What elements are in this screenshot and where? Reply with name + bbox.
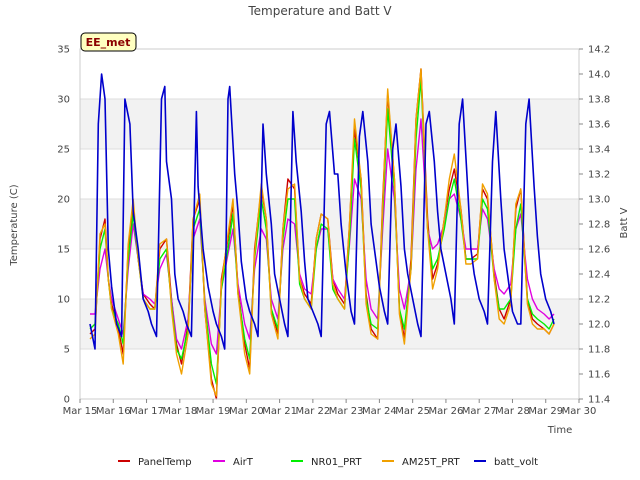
y-tick-label: 10 [57, 295, 70, 306]
site-label: EE_met [86, 36, 131, 49]
y-tick-label: 30 [57, 95, 70, 106]
series-line-am25t-prt [89, 68, 555, 397]
background-band [80, 99, 579, 149]
y-tick-label: 15 [57, 245, 70, 256]
series-layer [89, 68, 555, 400]
x-tick-label: Mar 24 [362, 406, 397, 417]
y2-tick-label: 12.8 [588, 220, 610, 231]
site-label-frame [80, 32, 137, 52]
background-band [80, 299, 579, 349]
x-tick-label: Mar 27 [462, 406, 497, 417]
site-label-box: EE_met [80, 32, 137, 52]
legend-label: PanelTemp [138, 457, 192, 468]
y2-axis-ticks: 11.4 11.6 11.8 12.0 12.2 12.4 12.6 12.8 13.0 13.2… [579, 45, 610, 406]
y2-tick-label: 12.6 [588, 245, 610, 256]
y-axis-title: Temperature (C) [9, 184, 20, 266]
x-axis-title: Time [547, 425, 572, 436]
y2-tick-label: 12.4 [588, 270, 610, 281]
x-tick-label: Mar 23 [329, 406, 364, 417]
x-tick-label: Mar 29 [528, 406, 563, 417]
x-tick-label: Mar 20 [229, 406, 264, 417]
y2-axis-title: Batt V [619, 207, 630, 238]
y2-tick-label: 11.8 [588, 345, 610, 356]
legend-item: NR01_PRT [291, 457, 362, 468]
legend-item: batt_volt [474, 457, 538, 468]
legend-label: batt_volt [494, 457, 538, 468]
y2-tick-label: 12.0 [588, 320, 610, 331]
chart-title: Temperature and Batt V [247, 4, 392, 18]
legend-item: PanelTemp [118, 457, 192, 468]
y-tick-label: 0 [64, 395, 70, 406]
y-tick-label: 5 [64, 345, 70, 356]
x-tick-label: Mar 26 [429, 406, 464, 417]
y-tick-label: 25 [57, 145, 70, 156]
y2-tick-label: 13.2 [588, 170, 610, 181]
legend-item: AM25T_PRT [382, 457, 461, 468]
y2-tick-label: 13.0 [588, 195, 610, 206]
y2-tick-label: 12.2 [588, 295, 610, 306]
background-bands [80, 49, 579, 399]
y-tick-label: 35 [57, 45, 70, 56]
y2-tick-label: 11.4 [588, 395, 610, 406]
x-tick-label: Mar 30 [562, 406, 597, 417]
y2-tick-label: 13.4 [588, 145, 610, 156]
x-tick-label: Mar 18 [162, 406, 197, 417]
y-axis-ticks: 0 5 10 15 20 25 30 35 [57, 45, 70, 406]
x-tick-label: Mar 28 [495, 406, 530, 417]
x-tick-label: Mar 22 [295, 406, 330, 417]
legend: PanelTemp AirT NR01_PRT AM25T_PRT batt_volt [118, 457, 538, 468]
y2-tick-label: 14.2 [588, 45, 610, 56]
legend-item: AirT [213, 457, 254, 468]
x-tick-label: Mar 16 [96, 406, 131, 417]
y2-tick-label: 14.0 [588, 70, 610, 81]
x-tick-label: Mar 25 [395, 406, 430, 417]
x-tick-label: Mar 21 [262, 406, 297, 417]
x-tick-label: Mar 15 [63, 406, 98, 417]
legend-label: AM25T_PRT [402, 457, 461, 468]
x-tick-label: Mar 19 [196, 406, 231, 417]
y-tick-label: 20 [57, 195, 70, 206]
legend-label: AirT [233, 457, 254, 468]
y2-tick-label: 13.6 [588, 120, 610, 131]
x-tick-label: Mar 17 [129, 406, 164, 417]
y2-tick-label: 13.8 [588, 95, 610, 106]
legend-label: NR01_PRT [311, 457, 362, 468]
y2-tick-label: 11.6 [588, 370, 610, 381]
series-line-batt-volt [89, 73, 555, 350]
